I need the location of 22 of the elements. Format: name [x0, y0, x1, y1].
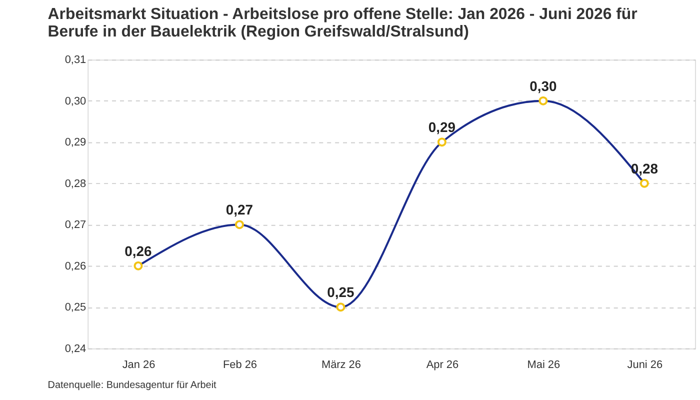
text: 0,28	[630, 160, 658, 176]
y-tick-label: 0,27	[64, 219, 86, 232]
text: 0,26	[124, 242, 152, 259]
text: 0,25	[327, 284, 354, 300]
x-tick-label: Mai 26	[527, 358, 560, 371]
y-tick-label: 0,28	[64, 178, 86, 190]
text: 0,27	[226, 202, 254, 218]
x-tick-label: Juni 26	[627, 358, 663, 371]
y-tick-label: 0,24	[64, 342, 86, 355]
text: Datenquelle: Bundesagentur für Arbeit	[48, 380, 217, 392]
y-tick-label: 0,31	[64, 54, 86, 66]
y-tick-label: 0,25	[64, 302, 86, 314]
y-tick-label: 0,29	[64, 136, 86, 149]
chart-title: Arbeitsmarkt Situation - Arbeitslose pro offene Stelle: Jan 2026 - Juni 2026 für Berufe in der Bauelektrik (Region Greifswald/Stralsund)	[48, 6, 638, 41]
x-tick-label: März 26	[321, 358, 361, 371]
x-tick-label: Feb 26	[222, 358, 258, 371]
text: 0,29	[428, 119, 456, 136]
y-tick-label: 0,26	[64, 260, 86, 272]
x-tick-label: Jan 26	[122, 358, 156, 371]
y-tick-label: 0,30	[64, 95, 86, 108]
x-tick-label: Apr 26	[426, 358, 459, 371]
text: 0,30	[530, 78, 557, 94]
